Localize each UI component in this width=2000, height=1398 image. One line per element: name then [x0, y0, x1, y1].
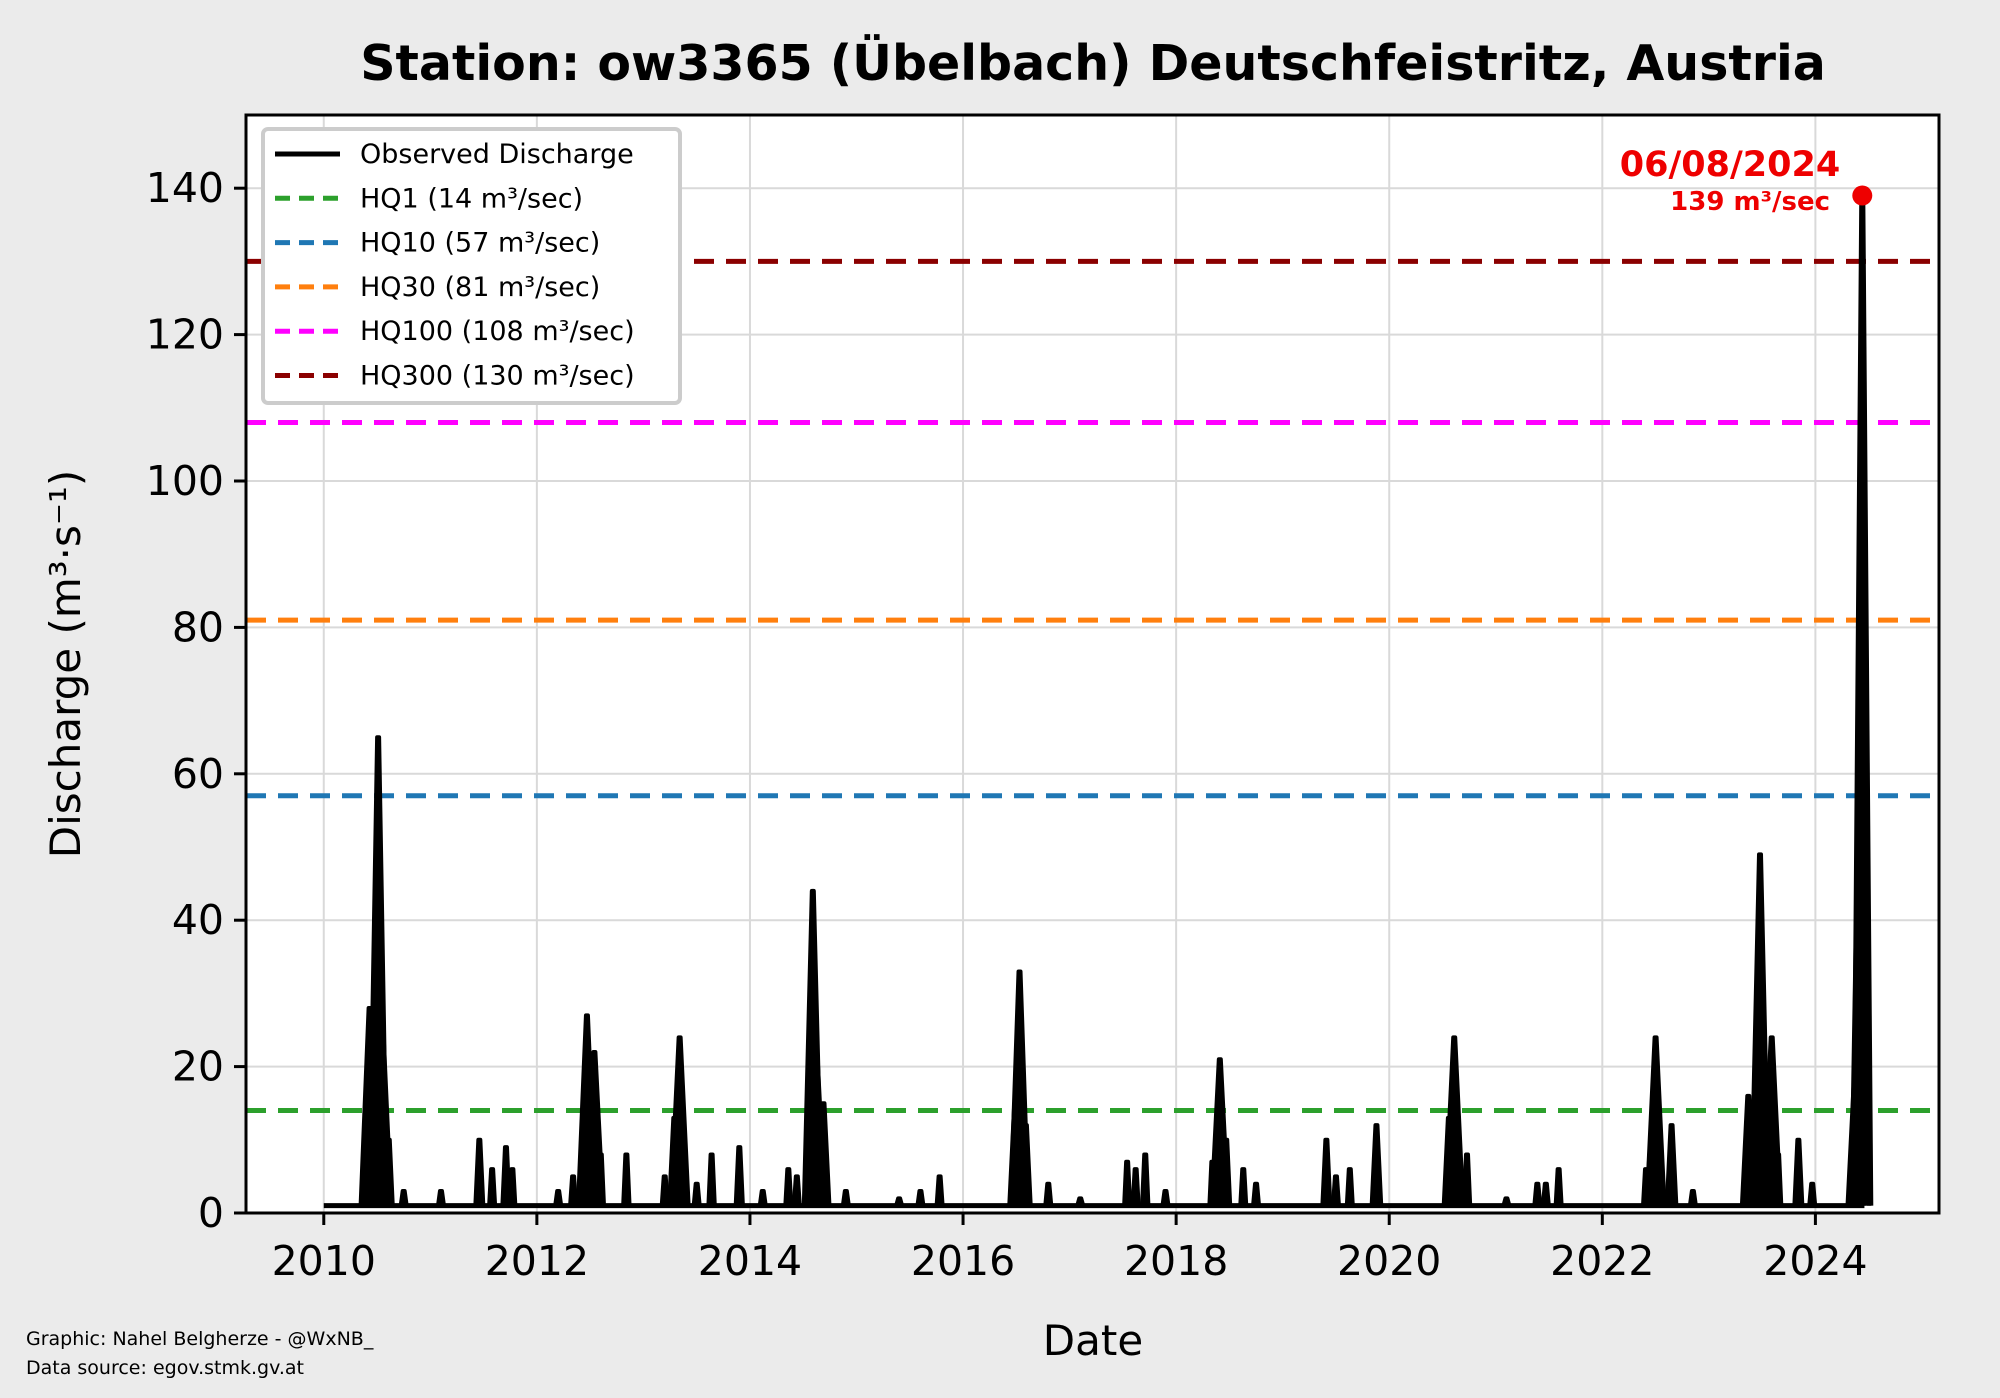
y-tick-label: 80 — [172, 603, 224, 651]
discharge-peak — [1019, 1123, 1033, 1206]
discharge-peak — [1320, 1137, 1333, 1206]
plot-frame — [244, 113, 1941, 1215]
legend-label: HQ30 (81 m³/sec) — [360, 272, 600, 303]
discharge-peak — [1122, 1159, 1133, 1206]
discharge-peak — [500, 1145, 512, 1206]
x-tick-label: 2018 — [1124, 1237, 1228, 1285]
discharge-peak — [706, 1152, 717, 1206]
footer-source: Data source: egov.stmk.gv.at — [26, 1357, 304, 1379]
discharge-peak — [1461, 1152, 1473, 1206]
discharge-peak — [1251, 1181, 1262, 1206]
y-tick-label: 120 — [146, 311, 224, 359]
discharge-peak — [1749, 852, 1771, 1206]
discharge-peak — [1501, 1196, 1512, 1207]
y-tick-label: 0 — [198, 1189, 224, 1237]
legend-label: Observed Discharge — [360, 139, 634, 170]
discharge-peak — [1553, 1167, 1564, 1206]
discharge-peak — [783, 1167, 794, 1206]
x-axis-ticks: 2010 2012 2014 2016 2018 2020 2022 2024 — [272, 1213, 1868, 1285]
legend: Observed Discharge HQ1 (14 m³/sec) HQ10 (5… — [261, 127, 682, 405]
discharge-peak — [487, 1167, 498, 1206]
observed-discharge-series — [323, 193, 1874, 1209]
discharge-peak — [1532, 1181, 1543, 1206]
discharge-peak — [1540, 1181, 1551, 1206]
y-tick-label: 40 — [172, 896, 224, 944]
discharge-peak — [1443, 1035, 1466, 1206]
discharge-peak — [815, 1101, 832, 1206]
discharge-peak — [1160, 1189, 1171, 1206]
discharge-peak — [915, 1189, 926, 1206]
chart-title: Station: ow3365 (Übelbach) Deutschfeistr… — [360, 33, 1826, 92]
discharge-peak — [1664, 1123, 1679, 1206]
discharge-peak — [659, 1174, 670, 1206]
discharge-peak — [568, 1174, 579, 1206]
discharge-peak — [1344, 1167, 1355, 1206]
x-tick-label: 2020 — [1337, 1237, 1441, 1285]
discharge-peak — [1220, 1137, 1233, 1206]
discharge-peak — [621, 1152, 632, 1206]
legend-box — [261, 127, 682, 405]
discharge-peak — [1043, 1181, 1054, 1206]
discharge-peak — [595, 1152, 606, 1206]
discharge-peak — [1130, 1167, 1141, 1206]
discharge-peak — [1369, 1123, 1384, 1206]
discharge-peak — [934, 1174, 945, 1206]
legend-label: HQ300 (130 m³/sec) — [360, 361, 635, 392]
y-tick-label: 140 — [146, 164, 224, 212]
discharge-peak — [840, 1189, 851, 1206]
discharge-peak — [1238, 1167, 1249, 1206]
x-tick-label: 2024 — [1763, 1237, 1867, 1285]
discharge-peak — [791, 1174, 802, 1206]
footer-credit: Graphic: Nahel Belgherze - @WxNB_ — [26, 1328, 374, 1350]
x-tick-label: 2016 — [911, 1237, 1015, 1285]
discharge-peak — [1772, 1152, 1784, 1206]
discharge-peak — [1330, 1174, 1341, 1206]
x-tick-label: 2010 — [272, 1237, 376, 1285]
x-axis-label: Date — [1043, 1316, 1143, 1365]
x-tick-label: 2014 — [698, 1237, 802, 1285]
y-axis-label: Discharge (m³·s⁻¹) — [41, 470, 90, 858]
legend-label: HQ1 (14 m³/sec) — [360, 183, 583, 214]
discharge-peak — [1140, 1152, 1151, 1206]
discharge-peak — [1807, 1181, 1818, 1206]
peak-marker — [1852, 185, 1873, 206]
y-tick-label: 100 — [146, 457, 224, 505]
discharge-peak — [398, 1189, 409, 1206]
discharge-peak — [1687, 1189, 1698, 1206]
discharge-peak — [894, 1196, 905, 1207]
discharge-peak — [1792, 1137, 1805, 1206]
peak-value-label: 139 m³/sec — [1670, 187, 1830, 217]
peak-date-label: 06/08/2024 — [1620, 145, 1840, 185]
x-tick-label: 2022 — [1550, 1237, 1654, 1285]
y-tick-label: 20 — [172, 1043, 224, 1091]
discharge-peak — [691, 1181, 702, 1206]
discharge-peak — [1644, 1035, 1667, 1206]
y-tick-label: 60 — [172, 750, 224, 798]
discharge-peak — [757, 1189, 768, 1206]
legend-label: HQ10 (57 m³/sec) — [360, 228, 600, 259]
x-tick-label: 2012 — [485, 1237, 589, 1285]
discharge-peak — [382, 1137, 395, 1206]
legend-label: HQ100 (108 m³/sec) — [360, 316, 635, 347]
discharge-peak — [733, 1145, 745, 1206]
discharge-peak — [1075, 1196, 1086, 1207]
discharge-peak — [553, 1189, 564, 1206]
discharge-peak — [507, 1167, 518, 1206]
y-axis-ticks: 0 20 40 60 80 100 120 140 — [146, 164, 246, 1237]
discharge-peak — [435, 1189, 446, 1206]
discharge-peak — [473, 1137, 486, 1206]
discharge-peak — [668, 1035, 691, 1206]
